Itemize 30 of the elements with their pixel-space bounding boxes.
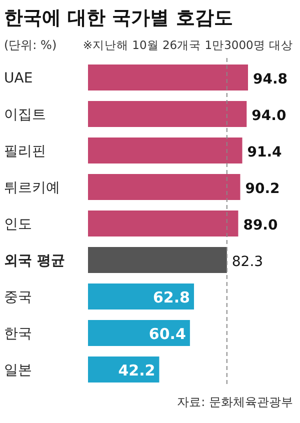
bar [88, 320, 190, 346]
chart-subtitle: (단위: %) [4, 38, 57, 52]
y-tick-label: 튀르키예 [4, 180, 60, 196]
bar [88, 101, 247, 127]
bar [88, 64, 248, 90]
data-label: 60.4 [148, 325, 186, 343]
chart-title: 한국에 대한 국가별 호감도 [4, 7, 233, 29]
data-label: 90.2 [245, 181, 280, 197]
data-label: 42.2 [118, 362, 156, 380]
data-label: 82.3 [232, 254, 264, 270]
data-label: 89.0 [243, 218, 278, 234]
data-label: 94.8 [253, 72, 288, 88]
y-tick-label: 인도 [4, 216, 32, 232]
y-tick-label: 이집트 [4, 107, 46, 123]
bar [88, 247, 227, 273]
y-tick-label: UAE [4, 70, 33, 86]
data-label: 91.4 [247, 144, 282, 160]
bar [88, 210, 238, 236]
data-label: 94.0 [252, 108, 286, 124]
bar [88, 284, 194, 310]
y-tick-label: 중국 [4, 290, 32, 306]
y-tick-label: 일본 [4, 362, 32, 378]
y-tick-label: 필리핀 [4, 144, 46, 160]
text: 자료: 문화체육관광부 [177, 395, 293, 409]
data-label: 62.8 [152, 288, 190, 306]
bar [88, 138, 242, 164]
y-tick-label: 한국 [4, 326, 32, 342]
y-tick-label: 외국 평균 [4, 253, 65, 269]
bar [88, 174, 240, 200]
text: ※지난해 10월 26개국 1만3000명 대상 [82, 38, 293, 52]
